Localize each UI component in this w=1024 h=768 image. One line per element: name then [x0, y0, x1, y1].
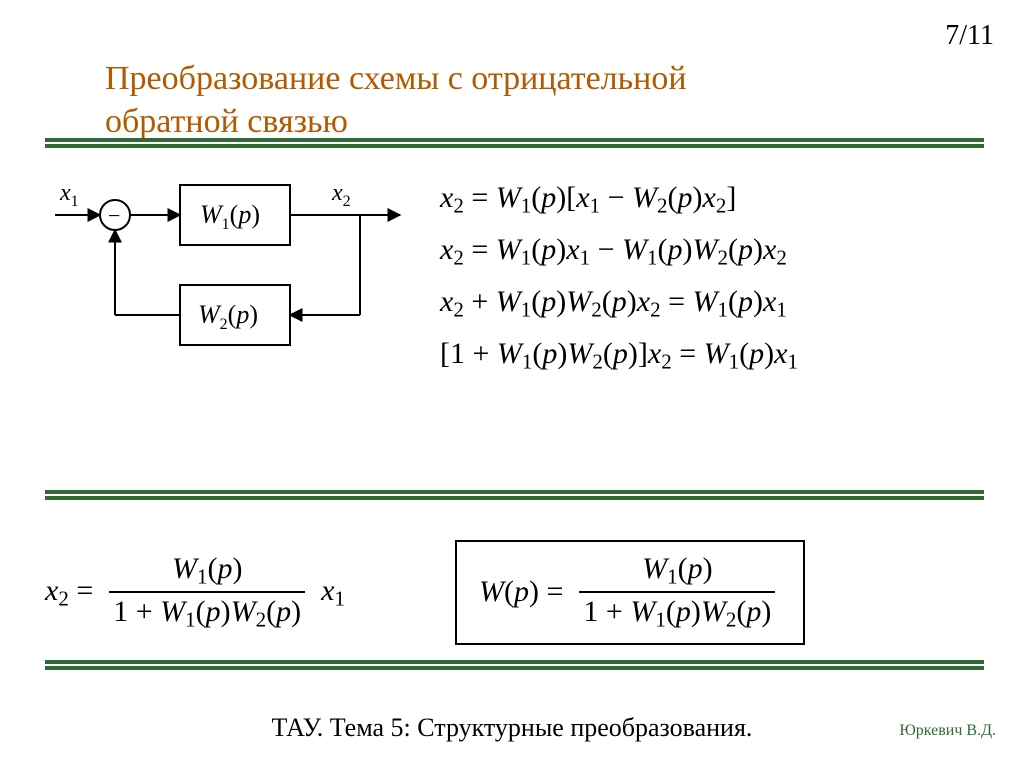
sum-minus: − [108, 203, 120, 228]
rule-mid [45, 490, 984, 496]
w1-p: p [236, 200, 251, 229]
rule-bottom [45, 660, 984, 666]
footer-text: ТАУ. Тема 5: Структурные преобразования. [0, 713, 1024, 743]
slide-title: Преобразование схемы с отрицательной обр… [105, 58, 687, 143]
w1-W: W [200, 200, 224, 229]
block-diagram: x1 x2 − W1(p) W2(p) [50, 165, 405, 370]
svg-text:W2(p): W2(p) [198, 300, 258, 333]
w2-2: 2 [220, 316, 228, 333]
result-transfer-function: W(p) = W1(p) 1 + W1(p)W2(p) [455, 540, 805, 645]
result-row: x2 = W1(p) 1 + W1(p)W2(p) x1 W(p) = W1(p… [45, 540, 984, 645]
w2-p: p [234, 300, 249, 329]
title-line2: обратной связью [105, 103, 348, 140]
result-x2: x2 = W1(p) 1 + W1(p)W2(p) x1 [45, 552, 345, 633]
w2-W: W [198, 300, 222, 329]
w1-rp: ) [251, 200, 260, 229]
w1-lp: ( [230, 200, 239, 229]
w2-rp: ) [249, 300, 258, 329]
author-name: Юркевич В.Д. [899, 722, 996, 740]
svg-text:W1(p): W1(p) [200, 200, 260, 233]
x1-var: x [59, 180, 71, 206]
x2-var: x [331, 180, 343, 206]
svg-text:x2: x2 [331, 180, 351, 210]
x1-sub: 1 [71, 193, 79, 210]
title-line1: Преобразование схемы с отрицательной [105, 60, 687, 97]
svg-text:x1: x1 [59, 180, 79, 210]
derivation-equations: x2 = W1(p)[x1 − W2(p)x2] x2 = W1(p)x1 − … [440, 172, 798, 380]
x2-sub: 2 [343, 193, 351, 210]
w2-lp: ( [228, 300, 237, 329]
rule-top [45, 138, 984, 144]
page-number: 7/11 [945, 20, 994, 52]
w1-1: 1 [222, 216, 230, 233]
